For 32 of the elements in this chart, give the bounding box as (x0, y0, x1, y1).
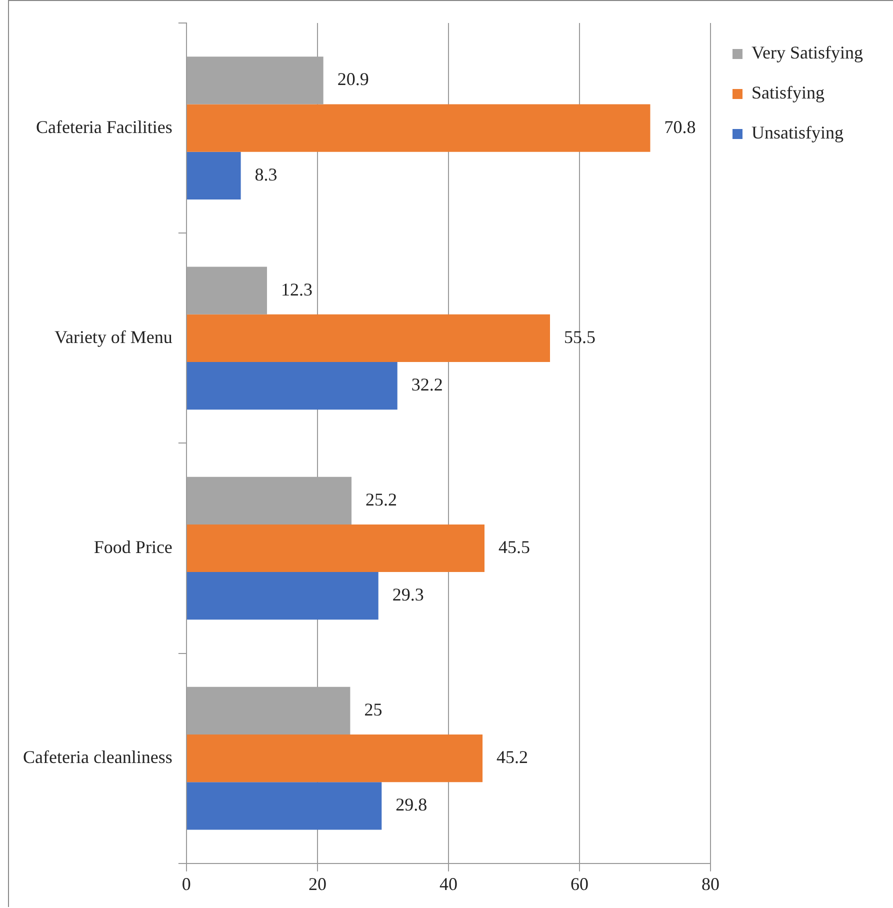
legend-label: Unsatisfying (752, 122, 844, 143)
legend-label: Very Satisfying (752, 42, 864, 63)
x-tick-label: 40 (439, 874, 458, 894)
y-tick-label: Food Price (94, 536, 172, 557)
bar (186, 152, 241, 200)
y-tick-label: Variety of Menu (54, 326, 172, 347)
data-label: 55.5 (564, 326, 596, 347)
data-label: 29.3 (392, 584, 424, 605)
bar (186, 104, 650, 152)
data-label: 45.5 (498, 536, 530, 557)
data-label: 12.3 (281, 279, 312, 300)
y-tick-label: Cafeteria cleanliness (22, 747, 172, 768)
x-tick-label: 60 (570, 874, 588, 894)
data-label: 70.8 (664, 116, 696, 137)
legend-label: Satisfying (752, 82, 825, 103)
data-label: 20.9 (337, 69, 369, 90)
bar (186, 734, 483, 782)
bar (186, 524, 484, 572)
x-tick-label: 0 (182, 874, 191, 894)
bar (186, 782, 382, 830)
x-tick-label: 80 (702, 874, 720, 894)
data-label: 25 (364, 699, 382, 720)
data-label: 8.3 (254, 164, 278, 184)
x-tick-label: 20 (308, 874, 326, 894)
y-tick-label: Cafeteria Facilities (36, 116, 172, 137)
bar (186, 314, 550, 362)
bar (186, 362, 398, 410)
data-label: 45.2 (496, 747, 528, 768)
data-label: 25.2 (366, 489, 398, 510)
bar (186, 572, 378, 620)
data-label: 29.8 (396, 794, 428, 815)
data-label: 32.2 (411, 374, 443, 395)
